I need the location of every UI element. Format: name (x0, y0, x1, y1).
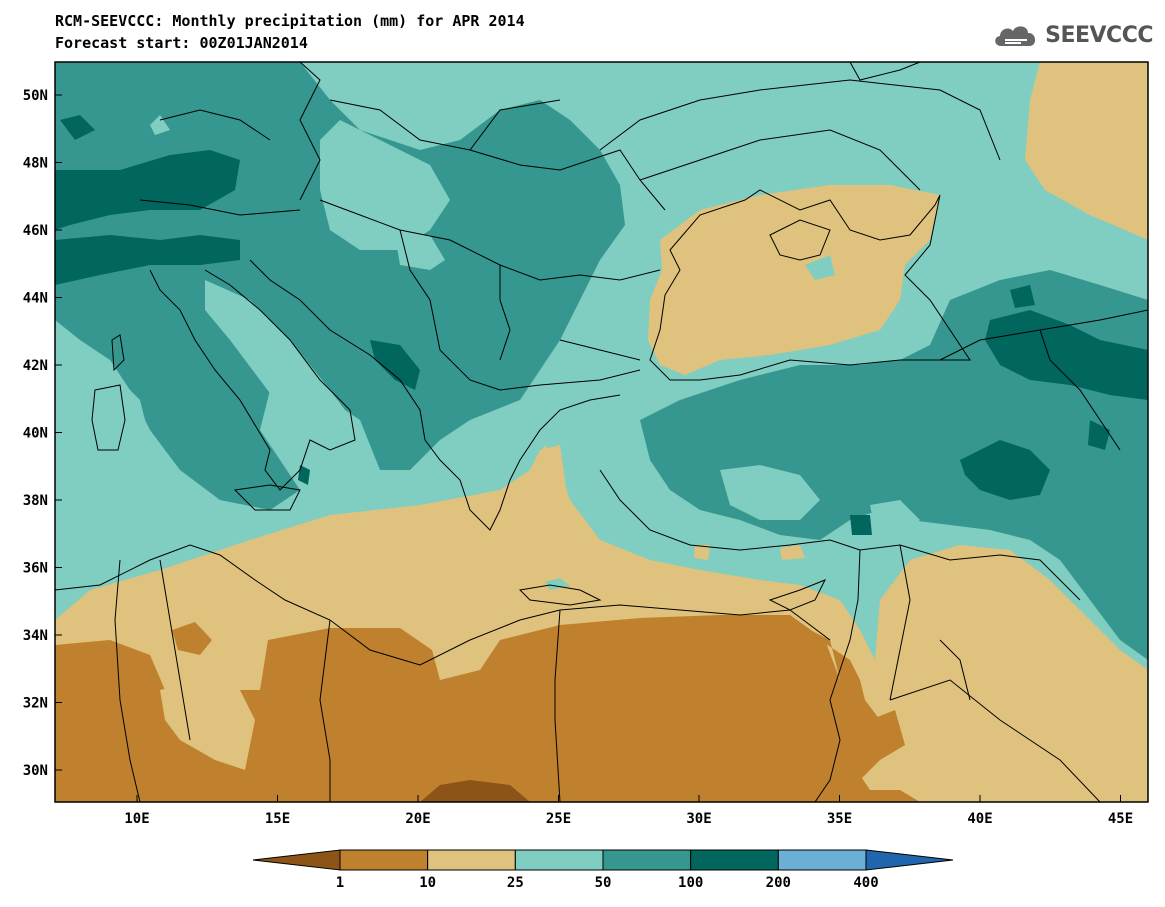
lat-tick-label: 48N (23, 156, 48, 172)
latitude-axis: 50N 48N 46N 44N 42N 40N 38N 36N 34N 32N 30N (23, 88, 62, 779)
cloud-icon (995, 26, 1036, 46)
lon-tick-label: 30E (686, 811, 711, 827)
colorbar-segment (690, 849, 779, 871)
lon-tick-label: 15E (265, 811, 290, 827)
colorbar-segment (865, 849, 954, 871)
lat-tick-label: 42N (23, 358, 48, 374)
colorbar-label: 10 (419, 875, 436, 891)
lon-tick-label: 35E (827, 811, 852, 827)
colorbar-segment (514, 849, 604, 871)
lat-tick-label: 30N (23, 763, 48, 779)
lat-tick-label: 40N (23, 426, 48, 442)
lon-tick-label: 45E (1108, 811, 1133, 827)
colorbar-segment (252, 849, 341, 871)
coastlines-borders (55, 62, 1148, 802)
map-title: RCM-SEEVCCC: Monthly precipitation (mm) … (55, 12, 525, 30)
lon-tick-label: 40E (967, 811, 992, 827)
lon-tick-label: 10E (124, 811, 149, 827)
colorbar-segment (777, 849, 867, 871)
lat-tick-label: 44N (23, 291, 48, 307)
colorbar: 1 10 25 50 100 200 400 (252, 849, 954, 891)
seevccc-logo: SEEVCCC (991, 20, 1153, 50)
colorbar-segment (427, 849, 516, 871)
precipitation-field (55, 62, 1148, 802)
logo-text: SEEVCCC (1045, 22, 1153, 48)
lat-tick-label: 36N (23, 561, 48, 577)
lat-tick-label: 34N (23, 628, 48, 644)
colorbar-segment (339, 849, 429, 871)
colorbar-segment (602, 849, 692, 871)
colorbar-label: 200 (766, 875, 791, 891)
colorbar-label: 1 (336, 875, 344, 891)
colorbar-label: 100 (678, 875, 703, 891)
lat-tick-label: 46N (23, 223, 48, 239)
colorbar-label: 25 (507, 875, 524, 891)
lat-tick-label: 50N (23, 88, 48, 104)
longitude-axis: 10E 15E 20E 25E 30E 35E 40E 45E (124, 795, 1133, 827)
colorbar-label: 50 (595, 875, 612, 891)
lat-tick-label: 32N (23, 696, 48, 712)
lon-tick-label: 20E (405, 811, 430, 827)
lon-tick-label: 25E (546, 811, 571, 827)
colorbar-label: 400 (853, 875, 878, 891)
lat-tick-label: 38N (23, 493, 48, 509)
forecast-start-label: Forecast start: 00Z01JAN2014 (55, 34, 308, 52)
